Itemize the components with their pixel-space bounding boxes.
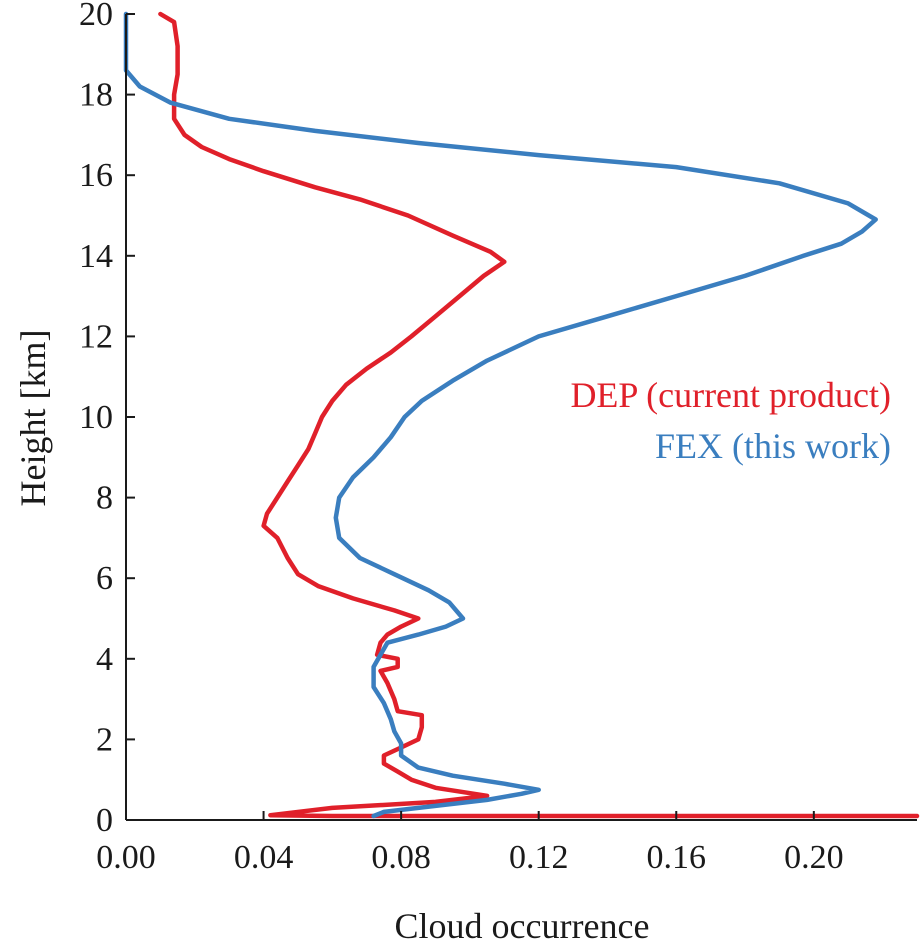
x-tick-label: 0.12: [509, 839, 569, 876]
x-axis-ticks: 0.00 0.04 0.08 0.12 0.16 0.20: [96, 811, 844, 876]
x-tick-label: 0.04: [234, 839, 294, 876]
legend-label-dep: DEP (current product): [570, 375, 891, 415]
y-tick-label: 20: [79, 0, 113, 33]
y-tick-label: 18: [79, 77, 113, 114]
y-tick-label: 16: [79, 157, 113, 194]
plot-area: [123, 11, 920, 821]
y-tick-label: 6: [96, 560, 113, 597]
y-tick-label: 12: [79, 318, 113, 355]
y-tick-label: 0: [96, 802, 113, 839]
y-axis-label: Height [km]: [13, 330, 53, 507]
y-tick-label: 10: [79, 399, 113, 436]
y-tick-label: 2: [96, 721, 113, 758]
y-tick-label: 14: [79, 238, 113, 275]
x-tick-label: 0.08: [371, 839, 431, 876]
x-tick-label: 0.16: [647, 839, 707, 876]
x-tick-label: 0.20: [784, 839, 844, 876]
legend-label-fex: FEX (this work): [655, 426, 891, 466]
series-line-fex: [123, 11, 878, 819]
y-tick-label: 4: [96, 641, 113, 678]
y-axis-ticks: 0 2 4 6 8 10 12 14 16 18 20: [79, 0, 135, 839]
x-tick-label: 0.00: [96, 839, 156, 876]
x-axis-label: Cloud occurrence: [395, 906, 650, 946]
y-tick-label: 8: [96, 480, 113, 517]
series-line-dep: [158, 11, 920, 819]
legend: DEP (current product) FEX (this work): [570, 375, 891, 466]
